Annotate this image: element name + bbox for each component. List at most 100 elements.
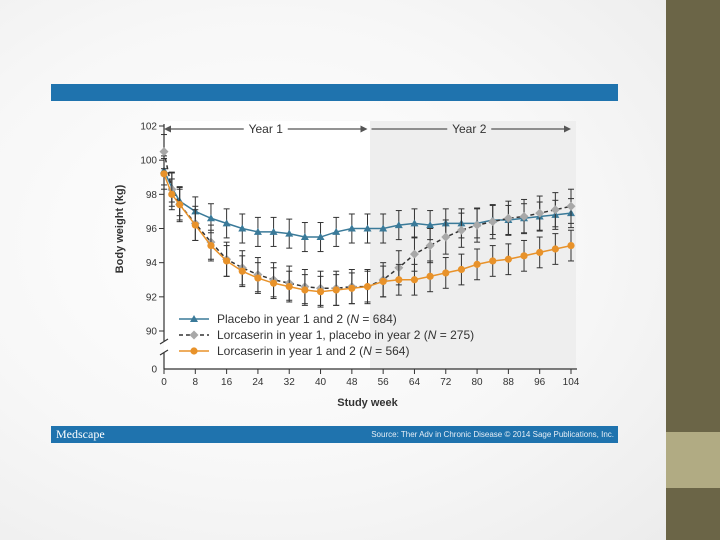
legend-item-1: Placebo in year 1 and 2 (N = 684) xyxy=(179,312,397,326)
data-point xyxy=(253,227,262,235)
side-rail-accent xyxy=(666,432,720,488)
data-point xyxy=(426,272,434,280)
data-point xyxy=(269,227,278,235)
data-point xyxy=(363,224,372,232)
data-point xyxy=(301,286,309,294)
axis-break-mark xyxy=(159,338,169,345)
data-point xyxy=(285,282,293,291)
data-point xyxy=(473,260,481,268)
data-point xyxy=(348,284,356,292)
data-point xyxy=(379,277,387,286)
period-arrow-head xyxy=(164,125,171,133)
data-point xyxy=(347,224,356,232)
data-point xyxy=(442,269,450,277)
series-3 xyxy=(160,157,575,308)
data-point xyxy=(238,267,246,275)
data-point xyxy=(300,233,309,241)
data-point xyxy=(223,257,231,265)
chart: 90 92 94 96 98 100 102 00 8 16 24 32 40 48 56 64 72 80 88 9… xyxy=(114,121,580,409)
data-point xyxy=(206,214,215,222)
data-point xyxy=(168,190,176,198)
legend-label-prefix: Placebo in year 1 and 2 ( xyxy=(217,312,350,326)
legend-label: Lorcaserin in year 1 and 2 (N = 564) xyxy=(217,344,409,358)
series-line xyxy=(163,173,572,293)
data-point xyxy=(503,213,513,223)
data-point xyxy=(409,249,419,259)
data-point xyxy=(254,274,262,282)
y-tick-label: 98 xyxy=(146,190,158,201)
data-point xyxy=(426,221,435,229)
data-point xyxy=(441,232,451,242)
data-point xyxy=(332,227,341,235)
data-point xyxy=(551,245,559,253)
data-point xyxy=(410,219,419,227)
x-tick-label: 24 xyxy=(252,377,264,388)
x-tick-label: 80 xyxy=(472,377,484,388)
period-label: Year 1 xyxy=(249,122,284,136)
legend-label-n: N xyxy=(363,344,372,358)
data-point xyxy=(395,276,403,284)
x-tick-label: 104 xyxy=(563,377,580,388)
x-axis-title: Study week xyxy=(337,397,398,409)
data-point xyxy=(379,224,388,232)
year-2-shading xyxy=(370,121,576,369)
legend-label-n: N xyxy=(350,312,359,326)
data-point xyxy=(472,220,482,230)
axis-break-mark xyxy=(159,349,169,356)
legend-label: Lorcaserin in year 1, placebo in year 2 … xyxy=(217,328,474,342)
legend-label-count: = 275) xyxy=(436,328,474,342)
legend-item-3: Lorcaserin in year 1 and 2 (N = 564) xyxy=(179,344,409,358)
data-point xyxy=(222,219,231,227)
data-point xyxy=(316,233,325,241)
y-tick-label: 92 xyxy=(146,292,158,303)
series-line xyxy=(163,170,572,238)
data-point xyxy=(519,212,529,222)
data-point xyxy=(566,201,576,211)
legend-label-prefix: Lorcaserin in year 1 and 2 ( xyxy=(217,344,363,358)
data-point xyxy=(457,265,466,274)
data-point xyxy=(488,217,498,227)
data-point xyxy=(285,229,294,237)
data-point xyxy=(410,276,419,284)
legend-swatch-marker xyxy=(190,347,198,355)
period-arrow-head xyxy=(564,125,571,133)
data-point xyxy=(332,286,340,294)
data-point xyxy=(238,224,247,232)
data-point xyxy=(567,241,575,250)
data-point xyxy=(269,279,278,287)
data-point xyxy=(520,252,528,260)
data-point xyxy=(191,221,199,229)
legend-swatch-marker xyxy=(190,315,198,322)
data-point xyxy=(536,248,544,257)
data-point xyxy=(535,208,545,218)
data-point xyxy=(489,257,497,265)
data-point xyxy=(176,200,184,209)
series-line xyxy=(163,151,572,290)
figure-footer-bar: Medscape Source: Ther Adv in Chronic Dis… xyxy=(51,426,618,443)
y-tick-label: 94 xyxy=(146,258,158,269)
legend-label-count: = 564) xyxy=(372,344,410,358)
legend-label-n: N xyxy=(428,328,437,342)
x-tick-label: 64 xyxy=(409,377,421,388)
data-point xyxy=(456,225,466,235)
legend-label-count: = 684) xyxy=(359,312,397,326)
data-point xyxy=(363,282,372,291)
data-point xyxy=(159,147,169,157)
data-point xyxy=(425,241,435,251)
legend-swatch-marker xyxy=(189,330,199,340)
y-tick-label: 96 xyxy=(146,224,158,235)
x-tick-label: 48 xyxy=(346,377,358,388)
x-tick-label: 16 xyxy=(221,377,233,388)
data-point xyxy=(504,255,512,263)
x-tick-label: 8 xyxy=(193,377,199,388)
x-tick-label: 40 xyxy=(315,377,327,388)
x-tick-label: 56 xyxy=(378,377,390,388)
x-tick-label: 96 xyxy=(534,377,546,388)
data-point xyxy=(316,288,325,296)
data-point xyxy=(207,241,215,250)
x-tick-label: 32 xyxy=(284,377,296,388)
period-label: Year 2 xyxy=(452,122,487,136)
y-tick-label: 90 xyxy=(146,327,158,338)
data-point xyxy=(160,170,168,178)
period-arrow-head xyxy=(360,125,368,133)
